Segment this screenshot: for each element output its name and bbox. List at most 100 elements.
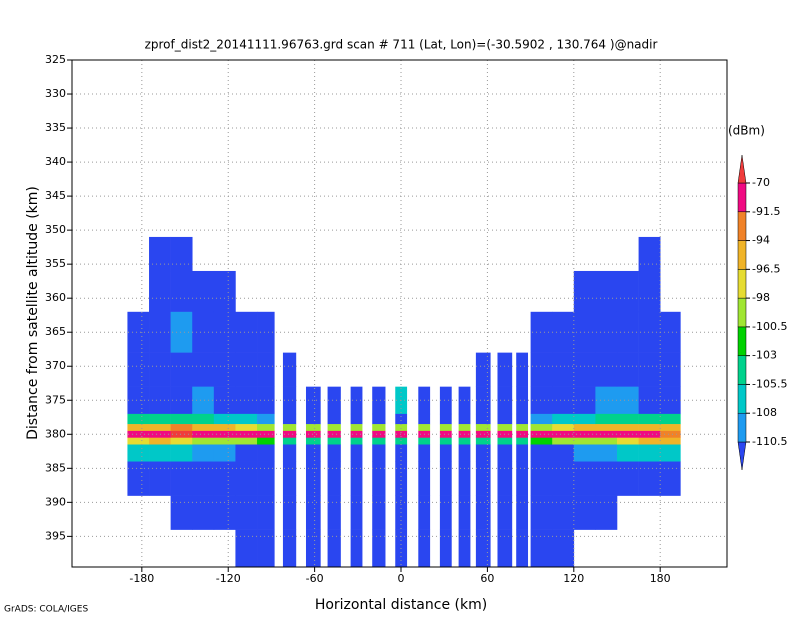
heat-cell bbox=[530, 352, 553, 387]
heat-cell bbox=[127, 430, 150, 438]
heat-cell bbox=[192, 444, 215, 462]
heat-cell bbox=[213, 270, 236, 313]
heat-cell bbox=[170, 444, 193, 462]
heat-cell bbox=[305, 529, 321, 568]
heat-cell bbox=[573, 270, 596, 313]
heat-cell bbox=[127, 444, 150, 462]
heat-cell bbox=[327, 495, 341, 530]
y-tick-label: 375 bbox=[45, 393, 66, 406]
heat-cell bbox=[552, 437, 575, 445]
colorbar-segment bbox=[737, 355, 747, 385]
colorbar-segment bbox=[737, 182, 747, 213]
heat-cell bbox=[530, 311, 553, 353]
heat-cell bbox=[235, 444, 258, 462]
y-tick-label: 335 bbox=[45, 121, 66, 134]
heat-cell bbox=[475, 413, 491, 425]
heat-cell bbox=[595, 444, 618, 462]
heat-cell bbox=[418, 424, 431, 432]
heat-cell bbox=[213, 437, 236, 445]
x-tick-label: 180 bbox=[650, 572, 671, 585]
heat-cell bbox=[530, 413, 553, 425]
heat-cell bbox=[235, 529, 258, 568]
heat-cell bbox=[305, 413, 321, 425]
heat-cell bbox=[616, 430, 639, 438]
heat-cell bbox=[516, 386, 529, 415]
heat-cell bbox=[552, 495, 575, 530]
x-tick-label: 60 bbox=[480, 572, 494, 585]
heat-cell bbox=[638, 413, 661, 425]
heat-cell bbox=[192, 430, 215, 438]
heat-cell bbox=[127, 352, 150, 387]
heat-cell bbox=[660, 413, 681, 425]
heat-cell bbox=[638, 430, 661, 438]
heat-cell bbox=[213, 413, 236, 425]
heat-cell bbox=[127, 424, 150, 432]
heat-cell bbox=[395, 461, 408, 496]
heat-cell bbox=[235, 413, 258, 425]
heat-cell bbox=[192, 495, 215, 530]
heat-cell bbox=[475, 529, 491, 568]
heat-cell bbox=[439, 424, 452, 432]
heat-cell bbox=[282, 413, 297, 425]
heat-cell bbox=[475, 444, 491, 462]
heat-cell bbox=[127, 311, 150, 353]
colorbar-segment bbox=[737, 240, 747, 270]
heat-cell bbox=[282, 386, 297, 415]
colorbar-label: -103 bbox=[752, 349, 777, 362]
heat-cell bbox=[595, 270, 618, 313]
heat-cell bbox=[395, 437, 408, 445]
heat-cell bbox=[257, 386, 275, 415]
heat-cell bbox=[516, 461, 529, 496]
heat-cell bbox=[638, 236, 661, 272]
heat-cell bbox=[638, 444, 661, 462]
heat-cell bbox=[257, 444, 275, 462]
colorbar-label: -96.5 bbox=[752, 262, 780, 275]
heat-cell bbox=[395, 444, 408, 462]
heat-cell bbox=[497, 444, 513, 462]
heat-cell bbox=[235, 437, 258, 445]
heat-cell bbox=[170, 270, 193, 313]
heat-cell bbox=[350, 413, 363, 425]
heat-cell bbox=[552, 386, 575, 415]
heat-cell bbox=[192, 270, 215, 313]
heat-cell bbox=[282, 430, 297, 438]
x-tick-label: -60 bbox=[306, 572, 324, 585]
heat-cell bbox=[516, 444, 529, 462]
heat-cell bbox=[418, 461, 431, 496]
heat-cell bbox=[418, 444, 431, 462]
heat-cell bbox=[327, 430, 341, 438]
heat-cell bbox=[149, 236, 171, 272]
heat-cell bbox=[573, 437, 596, 445]
heat-cell bbox=[372, 424, 386, 432]
heat-cell bbox=[257, 529, 275, 568]
heat-cell bbox=[350, 461, 363, 496]
heat-cell bbox=[516, 495, 529, 530]
heat-cell bbox=[127, 413, 150, 425]
heat-cell bbox=[595, 437, 618, 445]
heat-cell bbox=[350, 437, 363, 445]
heat-cell bbox=[573, 444, 596, 462]
colorbar-label: -98 bbox=[752, 291, 770, 304]
y-tick-label: 380 bbox=[45, 427, 66, 440]
y-tick-label: 325 bbox=[45, 53, 66, 66]
heat-cell bbox=[418, 495, 431, 530]
heat-cell bbox=[235, 311, 258, 353]
heat-cell bbox=[213, 352, 236, 387]
heat-cell bbox=[418, 413, 431, 425]
heat-cell bbox=[372, 386, 386, 415]
heat-cell bbox=[573, 495, 596, 530]
heat-cell bbox=[458, 437, 471, 445]
heat-cell bbox=[282, 495, 297, 530]
heat-cell bbox=[638, 270, 661, 313]
colorbar-label: -108 bbox=[752, 406, 777, 419]
heat-cell bbox=[149, 444, 171, 462]
heat-cell bbox=[192, 386, 215, 415]
heat-cell bbox=[235, 461, 258, 496]
heat-cell bbox=[257, 461, 275, 496]
heat-cell bbox=[552, 461, 575, 496]
heat-cell bbox=[170, 424, 193, 432]
chart-title: zprof_dist2_20141111.96763.grd scan # 71… bbox=[145, 38, 658, 52]
y-tick-label: 365 bbox=[45, 325, 66, 338]
heat-cell bbox=[552, 529, 575, 568]
